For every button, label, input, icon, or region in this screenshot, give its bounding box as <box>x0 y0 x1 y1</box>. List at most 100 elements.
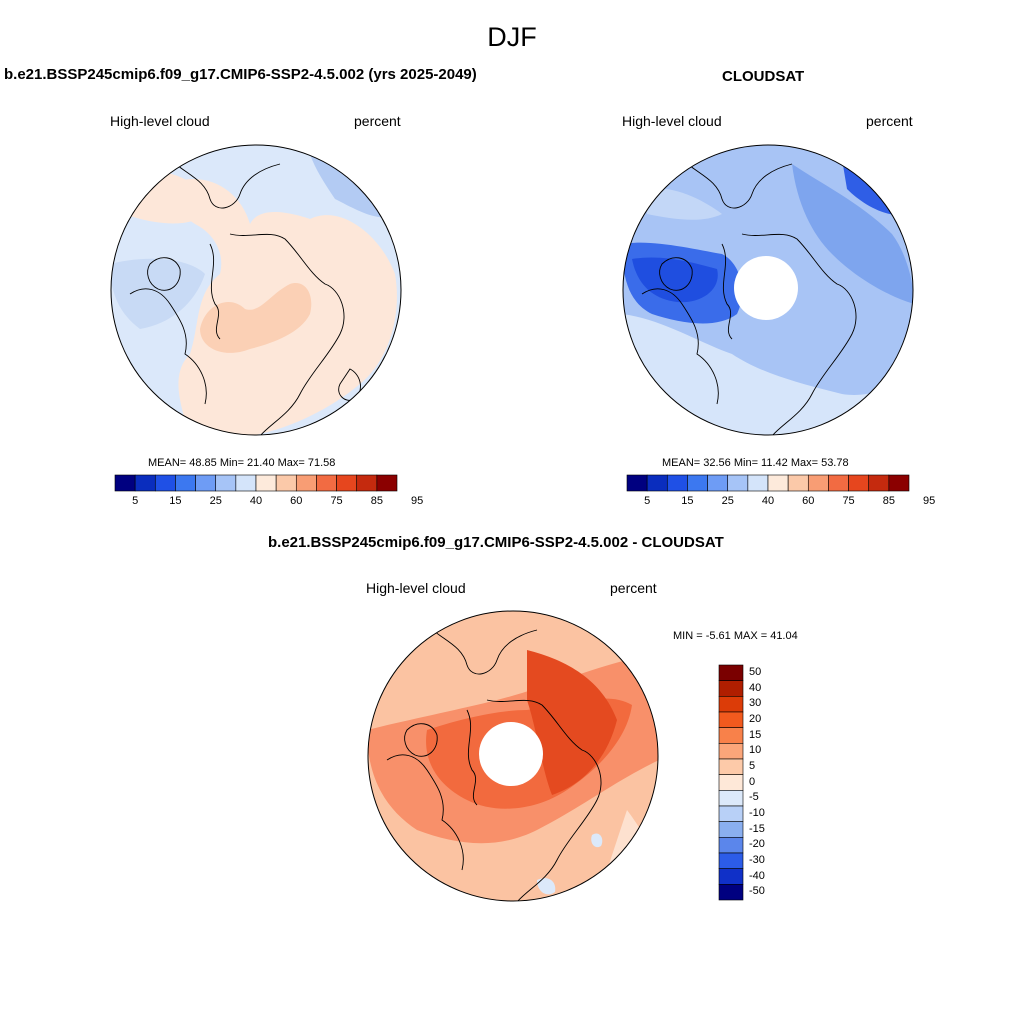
panel-1-high-region <box>200 283 312 353</box>
panel-3-colorbar-tick-label: -10 <box>749 806 765 819</box>
panel-3-stats: MIN = -5.61 MAX = 41.04 <box>673 630 798 642</box>
panel-1-map-border <box>110 144 402 436</box>
panel-2-colorbar-swatch <box>626 474 648 492</box>
panel-3-island <box>404 723 438 757</box>
panel-3-colorbar <box>718 664 744 901</box>
panel-3-colorbar-tick-label: 5 <box>749 759 756 772</box>
panel-1-colorbar-swatch <box>295 474 317 492</box>
panel-3-negative-patch <box>537 878 556 895</box>
panel-2-colorbar-swatch <box>707 474 729 492</box>
panel-3-colorbar-tick-label: 30 <box>749 697 762 710</box>
panel-3-polar-gap <box>479 722 543 786</box>
panel-2-colorbar-swatch <box>828 474 849 492</box>
panel-2-colorbar-tick-label: 85 <box>882 495 895 507</box>
panel-3-coastline <box>486 699 602 901</box>
panel-2-coastline <box>681 158 793 209</box>
panel-1-colorbar-tick-label: 25 <box>209 495 222 507</box>
panel-1-colorbar-labels: 5 15 25 40 60 75 85 95 <box>115 495 423 509</box>
panel-3-variable-label: High-level cloud <box>366 580 466 596</box>
panel-3-colorbar-swatch <box>718 743 744 760</box>
panel-2-colorbar <box>626 474 910 492</box>
panel-3-colorbar-swatch <box>718 758 744 775</box>
panel-3-colorbar-swatch <box>718 805 744 822</box>
panel-3-map <box>367 610 659 902</box>
panel-2-colorbar-swatch <box>868 474 890 492</box>
panel-3-colorbar-swatch <box>718 774 744 791</box>
panel-3-colorbar-tick-label: -30 <box>749 853 765 866</box>
panel-1-low-region <box>111 258 205 329</box>
panel-1-colorbar-swatch <box>175 474 196 492</box>
panel-2-colorbar-swatch <box>666 474 688 492</box>
panel-2-title: CLOUDSAT <box>722 68 805 85</box>
panel-3-map-border <box>367 610 659 902</box>
panel-2-map-border <box>622 144 914 436</box>
panel-1-units-label: percent <box>354 113 401 129</box>
panel-2-stats: MEAN= 32.56 Min= 11.42 Max= 53.78 <box>662 457 849 469</box>
panel-2-colorbar-labels: 5 15 25 40 60 75 85 95 <box>627 495 935 509</box>
panel-2-colorbar-swatch <box>747 474 769 492</box>
panel-3-colorbar-swatch <box>718 868 744 885</box>
panel-3-colorbar-swatch <box>718 664 744 681</box>
panel-1-colorbar <box>114 474 398 492</box>
panel-2-light-region-2 <box>642 188 722 220</box>
panel-2-colorbar-swatch <box>767 474 789 492</box>
figure-title: DJF <box>487 22 537 52</box>
panel-1-island <box>147 257 181 291</box>
panel-1-colorbar-tick-label: 85 <box>370 495 383 507</box>
panel-3-colorbar-tick-label: -5 <box>749 791 759 804</box>
panel-2-colorbar-tick-label: 40 <box>761 495 775 507</box>
panel-3-colorbar-swatch <box>718 852 744 869</box>
panel-3-coastline <box>386 754 464 871</box>
panel-3-colorbar-swatch <box>718 711 744 728</box>
panel-1-coastline <box>169 158 281 209</box>
panel-2-variable-label: High-level cloud <box>622 113 722 129</box>
panel-3-colorbar-tick-label: 10 <box>749 744 762 757</box>
panel-2-mid-region <box>792 164 913 304</box>
panel-3-colorbar-swatch <box>718 727 744 744</box>
panel-2-colorbar-tick-label: 75 <box>842 495 855 507</box>
panel-1-colorbar-swatch <box>114 474 136 492</box>
panel-1-map <box>110 144 402 436</box>
panel-2-colorbar-swatch <box>727 474 749 492</box>
panel-2-colorbar-tick-label: 95 <box>923 495 936 507</box>
panel-2-units-label: percent <box>866 113 913 129</box>
panel-2-island <box>659 257 693 291</box>
panel-3-colorbar-labels: 50 40 30 20 15 10 5 0 -5 -10 -15 -20 -30 -40 -50 <box>749 665 789 900</box>
panel-3-negative-patch <box>591 833 603 848</box>
panel-3-colorbar-tick-label: -20 <box>749 838 765 851</box>
panel-1-colorbar-swatch <box>154 474 176 492</box>
panel-1-colorbar-swatch <box>275 474 297 492</box>
panel-3-colorbar-swatch <box>718 837 744 854</box>
panel-2-darker-region <box>632 257 718 303</box>
panel-3-colorbar-tick-label: 15 <box>749 728 762 741</box>
panel-3-title: b.e21.BSSP245cmip6.f09_g17.CMIP6-SSP2-4.… <box>268 534 724 551</box>
panel-3-colorbar-swatch <box>718 680 744 697</box>
panel-3-coastline <box>466 709 478 806</box>
panel-1-colorbar-swatch <box>215 474 237 492</box>
panel-1-colorbar-swatch <box>134 474 156 492</box>
panel-1-stats: MEAN= 48.85 Min= 21.40 Max= 71.58 <box>148 457 336 469</box>
panel-1-colorbar-tick-label: 5 <box>132 495 139 507</box>
panel-1-colorbar-tick-label: 40 <box>249 495 263 507</box>
panel-3-colorbar-swatch <box>718 790 744 807</box>
panel-2-coastline <box>641 288 719 405</box>
panel-1-coastline <box>229 233 345 435</box>
panel-1-variable-label: High-level cloud <box>110 113 210 129</box>
panel-3-colorbar-tick-label: -50 <box>749 885 765 898</box>
panel-1-coastline <box>209 243 221 340</box>
panel-2-colorbar-swatch <box>848 474 870 492</box>
panel-2-colorbar-swatch <box>646 474 668 492</box>
panel-2-coastline <box>721 243 733 340</box>
panel-3-colorbar-tick-label: 50 <box>749 665 762 678</box>
panel-3-colorbar-tick-label: 20 <box>749 712 762 725</box>
panel-1-colorbar-swatch <box>356 474 378 492</box>
panel-3-colorbar-tick-label: 40 <box>749 681 762 694</box>
panel-2-light-region <box>623 314 913 435</box>
panel-1-colorbar-swatch <box>235 474 257 492</box>
panel-1-colorbar-tick-label: 60 <box>290 495 303 507</box>
panel-1-colorbar-swatch <box>255 474 277 492</box>
panel-1-title: b.e21.BSSP245cmip6.f09_g17.CMIP6-SSP2-4.… <box>4 66 477 83</box>
panel-2-colorbar-swatch <box>687 474 708 492</box>
panel-1-colorbar-swatch <box>316 474 337 492</box>
panel-1-colorbar-swatch <box>336 474 358 492</box>
